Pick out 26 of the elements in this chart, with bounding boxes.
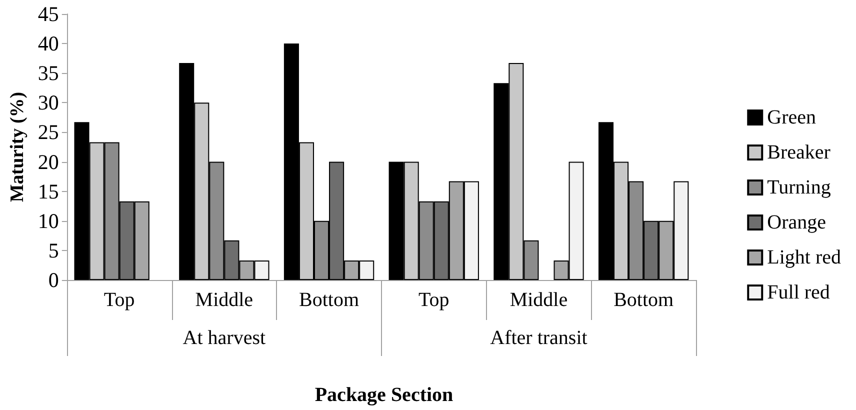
y-axis-title: Maturity (%)	[7, 92, 28, 202]
x-tick-label: Middle	[195, 289, 254, 311]
y-tick-label: 30	[38, 90, 59, 115]
y-tick-label: 25	[38, 120, 59, 144]
text: After transit	[490, 327, 588, 349]
legend-label: Breaker	[767, 142, 831, 164]
y-tick-label: 35	[38, 61, 59, 86]
y-tick-label: 40	[38, 32, 59, 56]
y-tick-label: 15	[38, 179, 59, 204]
x-tick-label: Bottom	[299, 289, 360, 311]
y-tick-label: 5	[48, 238, 59, 262]
legend-label: Light red	[767, 246, 842, 268]
y-tick-label: 20	[38, 150, 59, 174]
x-tick-label: Top	[418, 289, 450, 311]
legend-label: Turning	[767, 176, 831, 198]
legend-label: Green	[767, 106, 816, 128]
text: At harvest	[182, 327, 266, 349]
y-tick-label: 10	[38, 208, 59, 233]
x-tick-label: Top	[104, 289, 135, 311]
legend-label: Full red	[767, 282, 830, 304]
x-tick-label: Bottom	[614, 289, 674, 311]
x-tick-label: Middle	[510, 289, 568, 311]
x-axis-title: Package Section	[314, 384, 454, 406]
legend-label: Orange	[767, 212, 826, 234]
y-tick-label: 45	[38, 2, 59, 26]
y-tick-label: 0	[48, 268, 59, 292]
